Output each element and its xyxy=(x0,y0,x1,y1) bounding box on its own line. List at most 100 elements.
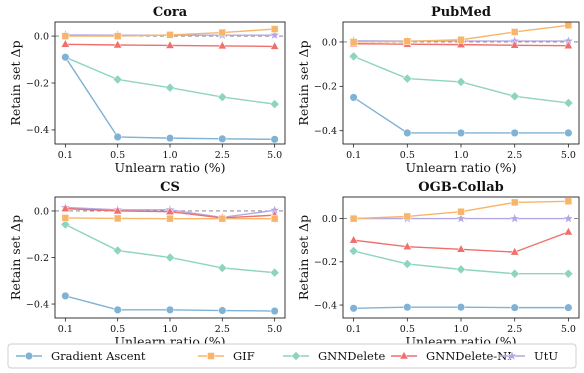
y-tick-label: 0.0 xyxy=(322,214,337,225)
panel-title: Cora xyxy=(153,5,188,20)
y-axis-label: Retain set Δp xyxy=(296,40,311,125)
y-tick-label: 0.0 xyxy=(34,206,49,217)
data-point-gnndelete xyxy=(217,263,228,273)
plot-frame xyxy=(54,196,286,319)
data-point-gif xyxy=(113,32,122,40)
data-point-utu xyxy=(455,212,467,224)
data-point-gradient-ascent xyxy=(349,304,358,313)
data-point-gnndelete xyxy=(456,77,466,87)
data-point-gradient-ascent xyxy=(510,128,519,137)
y-tick-label: −0.2 xyxy=(26,253,49,264)
y-axis-label: Retain set Δp xyxy=(8,215,23,300)
x-tick-label: 0.1 xyxy=(346,324,361,335)
data-point-gif xyxy=(457,35,465,44)
data-point-gnndelete xyxy=(269,267,280,278)
x-tick-label: 1.0 xyxy=(162,324,177,335)
data-point-gif xyxy=(166,31,174,39)
data-point-gradient-ascent xyxy=(113,305,122,314)
x-tick-label: 0.1 xyxy=(58,150,73,161)
data-point-gnndelete xyxy=(165,252,175,263)
data-point-gnndelete xyxy=(563,98,574,108)
data-point-gnndelete xyxy=(402,73,413,84)
data-point-gradient-ascent xyxy=(61,291,70,300)
data-point-gnndelete xyxy=(456,264,466,275)
x-tick-label: 0.5 xyxy=(400,150,415,161)
y-tick-label: 0.0 xyxy=(322,37,337,48)
data-point-gnndelete xyxy=(509,268,520,279)
data-point-gif xyxy=(403,37,412,46)
data-point-gif xyxy=(564,197,573,206)
chart-panel-0: Cora 0.0 −0.2 −0.4 0.1 0.5 1.0 2.5 5.0 Unlearn ra… xyxy=(8,5,286,175)
x-tick-label: 2.5 xyxy=(215,150,230,161)
data-point-gnndelete xyxy=(112,245,123,256)
data-point-gif xyxy=(457,207,465,216)
data-point-utu xyxy=(269,29,281,40)
data-point-gnndelete-ni xyxy=(217,40,227,50)
data-point-gnndelete xyxy=(165,82,175,93)
y-axis-label: Retain set Δp xyxy=(296,215,311,300)
x-tick-label: 2.5 xyxy=(215,324,230,335)
data-point-gnndelete-ni xyxy=(563,226,574,236)
legend-label: Gradient Ascent xyxy=(51,349,146,363)
x-tick-label: 5.0 xyxy=(267,324,282,335)
x-tick-label: 1.0 xyxy=(453,324,468,335)
data-point-gnndelete-ni xyxy=(456,39,466,48)
data-point-gradient-ascent xyxy=(456,303,466,312)
x-tick-label: 0.5 xyxy=(400,324,415,335)
data-point-gnndelete-ni xyxy=(60,203,70,212)
data-point-gif xyxy=(403,212,412,221)
data-point-gif xyxy=(510,28,519,36)
data-point-gnndelete-ni xyxy=(165,40,175,49)
plot-frame xyxy=(54,21,286,145)
data-point-utu xyxy=(509,212,521,224)
data-point-gif xyxy=(113,214,122,223)
data-point-gif xyxy=(61,214,70,222)
data-point-gnndelete xyxy=(402,259,413,269)
y-tick-label: −0.4 xyxy=(314,300,337,311)
data-point-gnndelete-ni xyxy=(270,41,280,50)
data-point-gif xyxy=(510,198,519,207)
series-line-gnndelete xyxy=(65,56,275,105)
x-tick-label: 0.1 xyxy=(346,150,361,161)
data-point-gradient-ascent xyxy=(349,93,358,102)
x-tick-label: 2.5 xyxy=(507,324,522,335)
data-point-gnndelete xyxy=(563,268,574,279)
data-point-gnndelete-ni xyxy=(165,206,175,215)
data-point-gif xyxy=(61,32,70,40)
legend-label: UtU xyxy=(534,349,558,363)
data-point-utu xyxy=(562,212,575,224)
y-tick-label: −0.4 xyxy=(314,126,337,137)
data-point-gradient-ascent xyxy=(218,134,227,143)
plot-frame xyxy=(342,196,580,319)
data-point-gnndelete-ni xyxy=(510,246,520,256)
data-point-gnndelete xyxy=(112,74,123,85)
x-tick-label: 0.5 xyxy=(110,150,125,161)
x-tick-label: 2.5 xyxy=(507,150,522,161)
x-tick-label: 1.0 xyxy=(453,150,468,161)
data-point-gnndelete-ni xyxy=(510,40,520,49)
data-point-gnndelete-ni xyxy=(113,39,123,49)
y-tick-label: −0.2 xyxy=(314,82,337,93)
data-point-gradient-ascent xyxy=(218,306,227,315)
data-point-gradient-ascent xyxy=(270,306,279,316)
legend-marker-triangle xyxy=(399,350,409,360)
legend-marker-square xyxy=(207,352,215,360)
data-point-gradient-ascent xyxy=(61,53,70,62)
x-axis-label: Unlearn ratio (%) xyxy=(405,160,516,175)
legend-label: GNNDelete-NI xyxy=(426,349,512,363)
x-tick-label: 5.0 xyxy=(561,150,576,161)
data-point-gnndelete-ni xyxy=(348,235,359,244)
series-line-gradient-ascent xyxy=(64,56,275,141)
data-point-gradient-ascent xyxy=(564,303,573,312)
data-point-gnndelete-ni xyxy=(456,244,466,253)
series-line-gnndelete xyxy=(65,223,275,274)
legend-marker-star xyxy=(506,350,518,361)
data-point-gnndelete-ni xyxy=(60,39,70,48)
data-point-gradient-ascent xyxy=(456,128,466,137)
data-point-gif xyxy=(349,214,358,223)
data-point-gnndelete-ni xyxy=(563,40,574,49)
y-tick-label: −0.2 xyxy=(26,78,49,89)
data-point-gradient-ascent xyxy=(113,132,122,142)
